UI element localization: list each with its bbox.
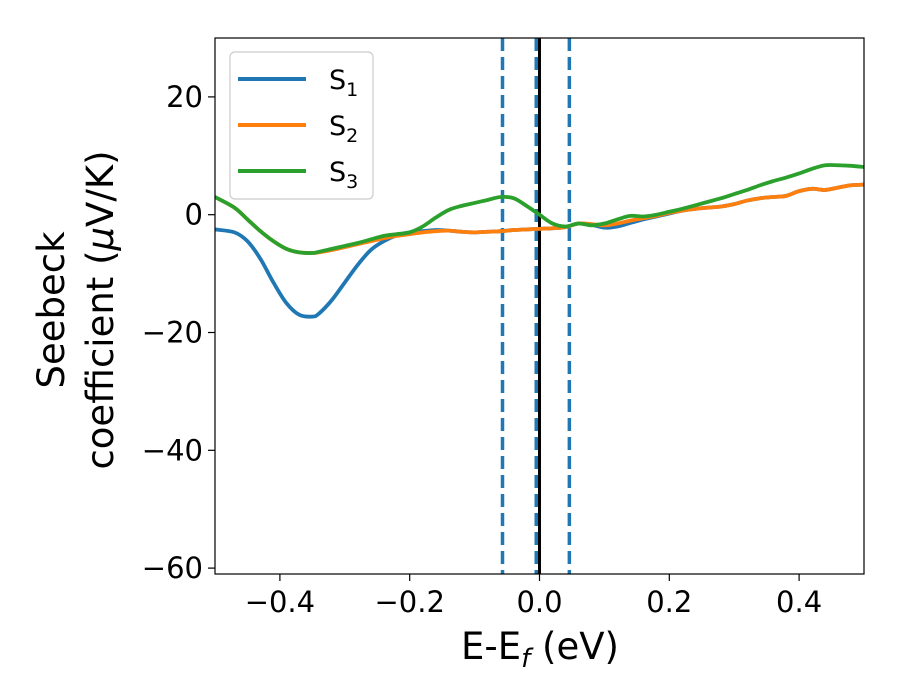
series-lines	[215, 163, 864, 319]
y-tick-label: −40	[142, 433, 203, 467]
y-axis-label: Seebeck coefficient (μV/K)	[30, 150, 122, 469]
x-tick-label: 0.2	[646, 585, 692, 619]
y-axis-label-line1: Seebeck	[30, 231, 73, 389]
legend: S1 S2 S3	[229, 51, 374, 200]
y-tick-label: −60	[142, 551, 203, 585]
vertical-lines	[500, 38, 572, 574]
legend-label-s1: S1	[329, 65, 358, 101]
y-axis-ticks: −60 −40 −20 0 20	[142, 80, 215, 585]
series-line-s3	[215, 163, 864, 255]
legend-label-s3: S3	[329, 157, 358, 193]
x-axis-label: E-Ef (eV)	[461, 625, 619, 674]
y-tick-label: −20	[142, 316, 203, 350]
x-tick-label: −0.4	[245, 585, 315, 619]
y-tick-label: 20	[166, 80, 203, 114]
x-axis-ticks: −0.4 −0.2 0.0 0.2 0.4	[245, 574, 822, 619]
legend-label-s2: S2	[329, 111, 358, 147]
y-axis-label-line2: coefficient (μV/K)	[79, 150, 122, 469]
y-tick-label: 0	[185, 198, 203, 232]
x-tick-label: 0.0	[516, 585, 562, 619]
x-tick-label: 0.4	[776, 585, 822, 619]
x-tick-label: −0.2	[374, 585, 444, 619]
